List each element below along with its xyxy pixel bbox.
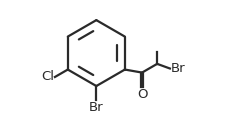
Text: Cl: Cl: [41, 70, 54, 83]
Text: O: O: [137, 88, 147, 102]
Text: Br: Br: [171, 62, 185, 75]
Text: Br: Br: [89, 101, 104, 114]
